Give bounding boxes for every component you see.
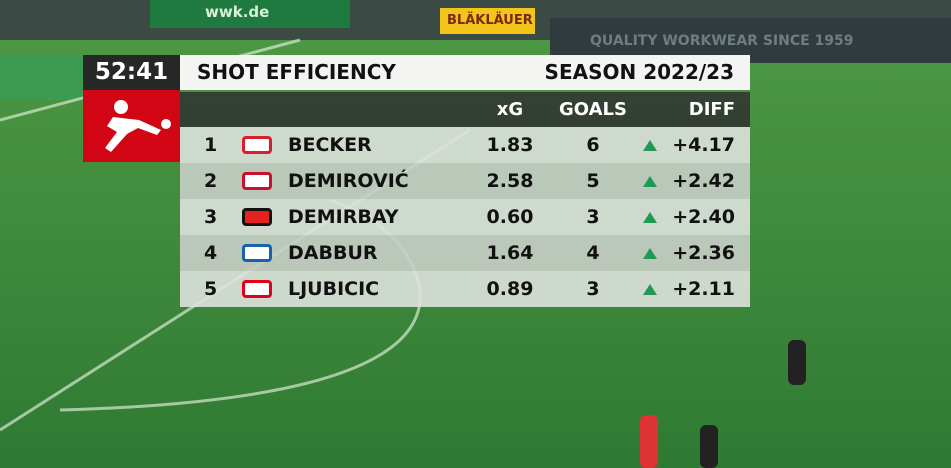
player-name: DEMIROVIĆ — [288, 170, 409, 192]
rank: 4 — [204, 242, 218, 264]
diff-value: +2.42 — [672, 170, 735, 192]
xg-value: 1.83 — [486, 134, 534, 156]
column-label: xG — [496, 99, 524, 120]
ad-text: BLÄKLÄUER — [447, 13, 533, 28]
xg-value: 2.58 — [486, 170, 534, 192]
xg-value: 1.64 — [486, 242, 534, 264]
team-crest — [242, 172, 272, 190]
goals-value: 3 — [586, 206, 600, 228]
goals-value: 4 — [586, 242, 600, 264]
xg-value: 0.60 — [486, 206, 534, 228]
column-label: GOALS — [559, 99, 627, 120]
team-crest — [242, 280, 272, 298]
team-crest — [242, 136, 272, 154]
column-label: DIFF — [688, 99, 735, 120]
xg-value: 0.89 — [486, 278, 534, 300]
table-title: SHOT EFFICIENCY — [197, 60, 396, 84]
column-header: xG GOALS DIFF — [180, 92, 750, 127]
table-row: 2 DEMIROVIĆ 2.58 5 +2.42 — [180, 163, 750, 199]
diff-value: +2.36 — [672, 242, 735, 264]
ad-board — [0, 55, 83, 100]
ad-text: QUALITY WORKWEAR SINCE 1959 — [590, 33, 854, 49]
player-name: DEMIRBAY — [288, 206, 399, 228]
rank: 5 — [204, 278, 218, 300]
table-row: 5 LJUBICIC 0.89 3 +2.11 — [180, 271, 750, 307]
table-row: 1 BECKER 1.83 6 +4.17 — [180, 127, 750, 163]
table-row: 3 DEMIRBAY 0.60 3 +2.40 — [180, 199, 750, 235]
title-bar: SHOT EFFICIENCY SEASON 2022/23 — [180, 55, 750, 90]
player-name: LJUBICIC — [288, 278, 380, 300]
ad-board — [440, 8, 535, 34]
diff-value: +2.11 — [672, 278, 735, 300]
season-label: SEASON 2022/23 — [544, 60, 734, 84]
goals-value: 6 — [586, 134, 600, 156]
trend-arrow — [643, 248, 657, 259]
match-clock: 52:41 — [83, 55, 180, 90]
logo-figure — [105, 100, 171, 152]
ad-board — [150, 0, 350, 28]
rank: 3 — [204, 206, 218, 228]
trend-arrow — [643, 212, 657, 223]
trend-arrow — [643, 284, 657, 295]
player-name: BECKER — [288, 134, 372, 156]
goals-value: 5 — [586, 170, 600, 192]
ad-text: wwk.de — [205, 3, 270, 21]
trend-arrow — [643, 176, 657, 187]
trend-arrow — [643, 140, 657, 151]
league-logo — [83, 90, 180, 162]
goals-value: 3 — [586, 278, 600, 300]
team-crest — [242, 244, 272, 262]
rank: 1 — [204, 134, 218, 156]
rank: 2 — [204, 170, 218, 192]
player-name: DABBUR — [288, 242, 378, 264]
team-crest — [242, 208, 272, 226]
diff-value: +2.40 — [672, 206, 735, 228]
table-row: 4 DABBUR 1.64 4 +2.36 — [180, 235, 750, 271]
diff-value: +4.17 — [672, 134, 735, 156]
players — [640, 340, 806, 468]
